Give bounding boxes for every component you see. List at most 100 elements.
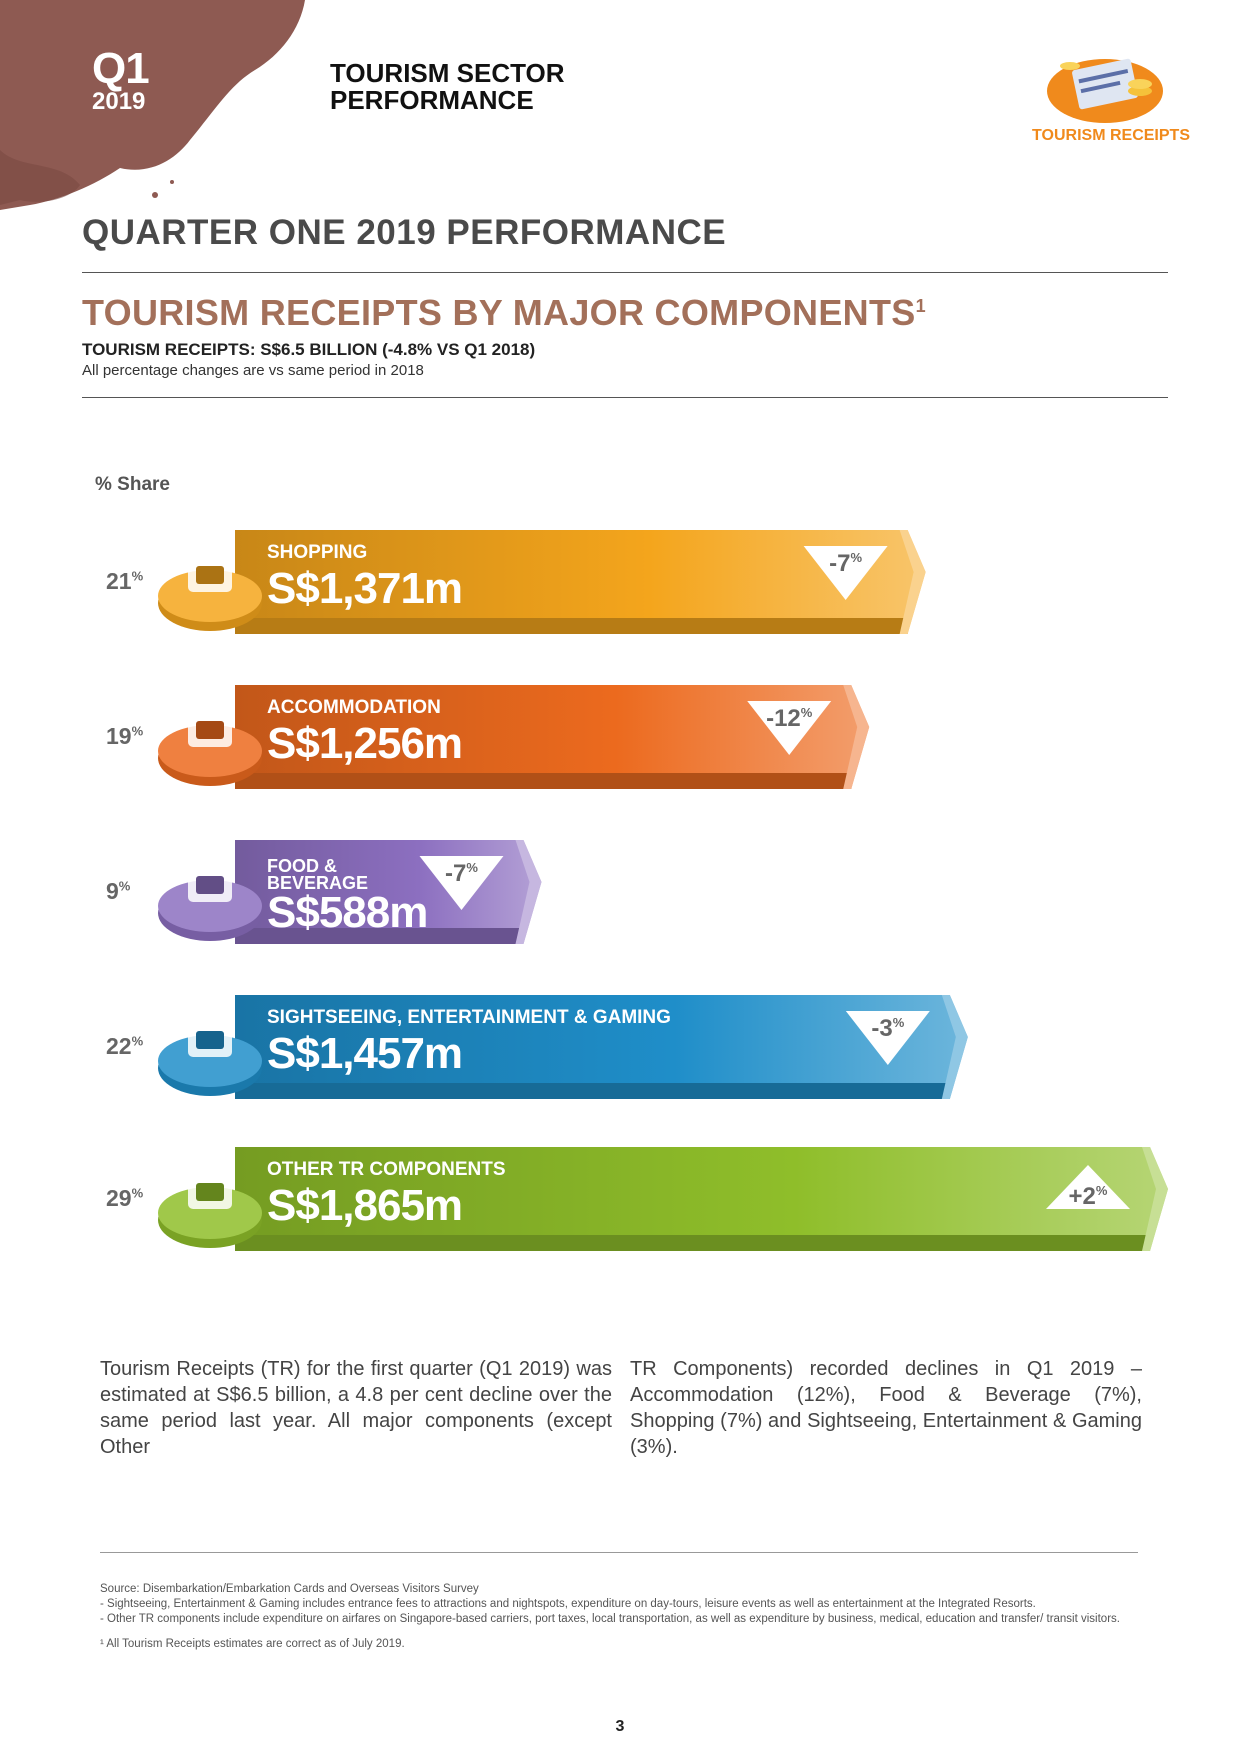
bar-shade: [235, 1235, 1150, 1251]
receipts-subhead: TOURISM RECEIPTS: S$6.5 BILLION (-4.8% V…: [82, 340, 536, 359]
icon-base-top: [158, 725, 262, 777]
change-value: -3: [871, 1015, 893, 1042]
icon-base-top: [158, 570, 262, 622]
footnotes: Source: Disembarkation/Embarkation Cards…: [100, 1582, 1150, 1652]
bar-tip: [843, 685, 870, 789]
percent-sign: %: [131, 1185, 144, 1201]
percent-sign: %: [118, 878, 131, 894]
share-value: 21: [106, 568, 132, 594]
divider: [82, 272, 1168, 273]
burger-drink-icon: [188, 868, 232, 902]
change-percent: -7%: [426, 860, 496, 888]
change-down-indicator: [419, 856, 504, 910]
bar-shade: [235, 1083, 950, 1099]
share-percent: 21%: [106, 568, 143, 595]
footnote-source: Source: Disembarkation/Embarkation Cards…: [100, 1583, 479, 1595]
bar-graphic: [158, 995, 968, 1099]
change-down-indicator: [845, 1011, 930, 1065]
component-name: ACCOMMODATION: [267, 697, 441, 718]
footnote-marker: 1: [915, 296, 926, 316]
bar-tip: [515, 840, 542, 944]
percent-sign: %: [892, 1015, 905, 1030]
share-value: 22: [106, 1033, 132, 1059]
icon-base-top: [158, 1035, 262, 1087]
share-percent: 19%: [106, 723, 143, 750]
icon-base-top: [158, 1187, 262, 1239]
component-name: SIGHTSEEING, ENTERTAINMENT & GAMING: [267, 1007, 671, 1028]
percent-sign: %: [850, 550, 863, 565]
bar-row: 29% OTHER TR COMPONENTS S$1,865m +2%: [0, 1147, 1240, 1297]
icon-base-top: [158, 880, 262, 932]
change-up-indicator: [1046, 1165, 1130, 1209]
bar-row: 9% FOOD & BEVERAGE S$588m -7%: [0, 840, 1240, 990]
bar-row: 19% ACCOMMODATION S$1,256m -12%: [0, 685, 1240, 835]
percent-sign: %: [466, 860, 478, 875]
share-axis-label: % Share: [95, 474, 170, 495]
body-text-col2: TR Components) recorded declines in Q1 2…: [630, 1358, 1142, 1458]
component-value: S$1,457m: [267, 1029, 463, 1078]
bar-1: [235, 685, 870, 789]
footnote-other: - Other TR components include expenditur…: [100, 1613, 1120, 1625]
bar-shade: [235, 618, 908, 634]
camera-hat-icon: [188, 1023, 232, 1057]
component-name: OTHER TR COMPONENTS: [267, 1159, 506, 1180]
section-title: TOURISM RECEIPTS BY MAJOR COMPONENTS1: [82, 292, 926, 334]
share-percent: 9%: [106, 878, 130, 905]
change-value: -7: [445, 860, 467, 887]
shopping-bag-icon: [188, 558, 232, 592]
component-name: FOOD & BEVERAGE: [267, 856, 369, 893]
header-brush-splash: [0, 0, 305, 210]
page-number: 3: [615, 1718, 625, 1735]
body-text-col1: Tourism Receipts (TR) for the first quar…: [100, 1358, 612, 1458]
tourism-receipts-logo-icon: [1047, 58, 1163, 123]
sector-title: TOURISM SECTOR PERFORMANCE: [330, 58, 565, 115]
footnote-sightseeing: - Sightseeing, Entertainment & Gaming in…: [100, 1598, 1036, 1610]
change-percent: -7%: [811, 550, 881, 578]
change-value: -12: [766, 705, 801, 732]
bar-tip: [1142, 1147, 1168, 1251]
component-value: S$1,371m: [267, 564, 463, 613]
bar-4: [235, 1147, 1168, 1251]
bar-row: 21% SHOPPING S$1,371m -7%: [0, 530, 1240, 680]
share-value: 9: [106, 878, 119, 904]
change-down-indicator: [803, 546, 888, 600]
bar-graphic: [158, 530, 926, 634]
bar-row: 22% SIGHTSEEING, ENTERTAINMENT & GAMING S$…: [0, 995, 1240, 1145]
share-value: 19: [106, 723, 132, 749]
bar-shade: [235, 773, 852, 789]
logo-label: TOURISM RECEIPTS: [1032, 127, 1190, 144]
change-percent: -12%: [754, 705, 824, 733]
bar-tip: [941, 995, 968, 1099]
tablet-card-icon: [188, 1175, 232, 1209]
bed-icon: [188, 713, 232, 747]
component-value: S$588m: [267, 888, 428, 937]
quarter-label: Q1: [92, 44, 150, 93]
page-heading: QUARTER ONE 2019 PERFORMANCE: [82, 213, 727, 252]
bar-0: [235, 530, 926, 634]
change-down-indicator: [747, 701, 832, 755]
bar-graphic: [158, 1147, 1168, 1251]
footnote-estimates: ¹ All Tourism Receipts estimates are cor…: [100, 1638, 405, 1650]
change-percent: -3%: [853, 1015, 923, 1043]
year-label: 2019: [92, 88, 146, 115]
component-name: SHOPPING: [267, 542, 368, 563]
share-percent: 29%: [106, 1185, 143, 1212]
change-value: +2: [1068, 1183, 1096, 1210]
component-value: S$1,256m: [267, 719, 463, 768]
percent-sign: %: [1095, 1183, 1108, 1198]
percent-sign: %: [800, 705, 813, 720]
bar-graphic: [158, 840, 542, 944]
change-value: -7: [829, 550, 851, 577]
component-value: S$1,865m: [267, 1181, 463, 1230]
bar-graphic: [158, 685, 870, 789]
divider: [82, 397, 1168, 398]
share-value: 29: [106, 1185, 132, 1211]
percent-sign: %: [131, 1033, 144, 1049]
percent-sign: %: [131, 568, 144, 584]
section-title-text: TOURISM RECEIPTS BY MAJOR COMPONENTS: [82, 292, 916, 333]
comparison-note: All percentage changes are vs same perio…: [82, 362, 424, 379]
percent-sign: %: [131, 723, 144, 739]
bar-shade: [235, 928, 524, 944]
bar-3: [235, 995, 968, 1099]
bar-tip: [899, 530, 926, 634]
